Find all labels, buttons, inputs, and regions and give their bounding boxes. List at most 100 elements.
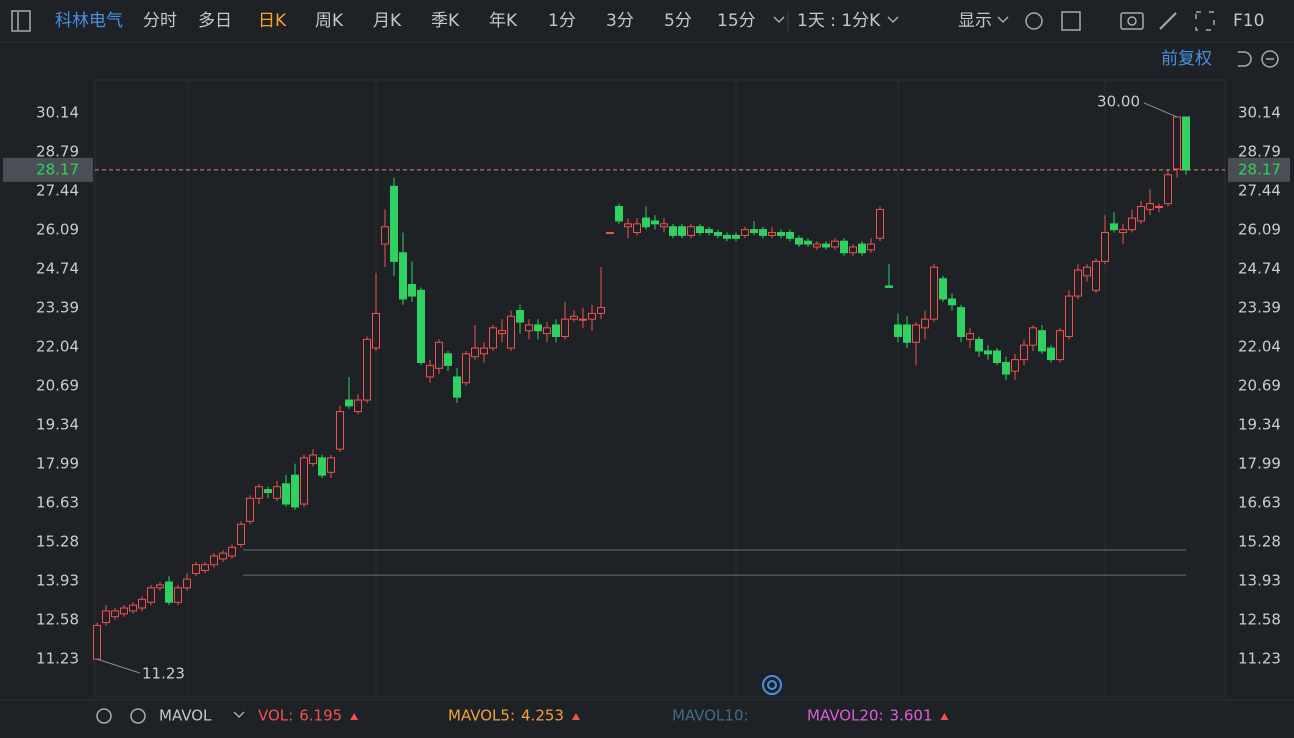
y-tick-label: 26.09 — [36, 220, 79, 238]
candle-body — [534, 324, 542, 332]
candle-body — [1173, 116, 1181, 170]
display-caret — [997, 16, 1009, 24]
candle-body — [723, 234, 731, 239]
period-tab[interactable]: 3分 — [606, 11, 634, 31]
pen-icon[interactable] — [1159, 12, 1177, 30]
candle-body — [624, 223, 632, 228]
period-tab[interactable]: 周K — [315, 11, 344, 31]
candle-body — [381, 226, 389, 245]
candle-body — [759, 229, 767, 236]
candle-body — [210, 555, 218, 566]
adjust-mode[interactable]: 前复权 — [1161, 49, 1212, 69]
period-more — [773, 16, 785, 24]
candle-body — [705, 229, 713, 234]
period-tab[interactable]: 分时 — [143, 11, 177, 31]
last-price-tag — [1228, 157, 1290, 182]
period-tab[interactable]: 15分 — [717, 11, 756, 31]
indicator-value: 6.195 — [299, 707, 342, 725]
candle-body — [1056, 330, 1064, 361]
candle-body — [777, 232, 785, 236]
stock-name[interactable]: 科林电气 — [55, 11, 123, 31]
candle-body — [336, 411, 344, 450]
indicator-name[interactable]: MAVOL — [159, 707, 212, 725]
candle-body — [507, 315, 515, 349]
y-tick-label-right: 22.04 — [1238, 337, 1281, 355]
candle-body — [633, 223, 641, 234]
y-tick-label-right: 23.39 — [1238, 298, 1281, 316]
candle-body — [543, 327, 551, 335]
candle-body — [246, 497, 254, 522]
y-tick-label-right: 24.74 — [1238, 259, 1281, 277]
display-menu[interactable]: 显示 — [958, 11, 992, 31]
candle-body — [1092, 260, 1100, 291]
candle-body — [147, 587, 155, 603]
candle-body — [1146, 203, 1154, 210]
plot-area — [93, 79, 1226, 698]
candle-body — [300, 457, 308, 505]
low-pointer — [96, 658, 141, 674]
indicator-label: MAVOL20: — [807, 707, 884, 725]
indicator-arrow — [571, 713, 580, 720]
locate-icon[interactable] — [762, 675, 782, 695]
period-tab[interactable]: 月K — [373, 11, 402, 31]
candle-body — [561, 318, 569, 338]
candle-body — [1182, 116, 1190, 171]
indicator-dropdown[interactable] — [233, 711, 245, 719]
candle-body — [1020, 344, 1028, 361]
fullscreen-icon[interactable] — [1195, 11, 1215, 31]
zoom-out-icon[interactable] — [1261, 50, 1279, 68]
sidebar-toggle[interactable] — [11, 10, 31, 32]
undo-icon[interactable] — [1238, 51, 1252, 67]
candle-body — [309, 454, 317, 465]
interval-caret — [887, 16, 899, 24]
candle-body — [219, 552, 227, 560]
indicator-settings[interactable] — [96, 708, 112, 724]
candle-body — [732, 234, 740, 239]
period-tab[interactable]: 1分 — [548, 11, 576, 31]
candle-body — [201, 564, 209, 571]
candle-body — [741, 229, 749, 236]
settings-icon[interactable] — [1025, 12, 1043, 30]
camera-icon[interactable] — [1120, 12, 1144, 30]
period-tab[interactable]: 年K — [489, 11, 518, 31]
low-label: 11.23 — [142, 665, 185, 683]
period-tab[interactable]: 多日 — [198, 11, 232, 31]
interval-select[interactable]: 1天 : 1分K — [797, 11, 881, 31]
y-tick-label: 11.23 — [36, 650, 79, 668]
y-tick-label-right: 16.63 — [1238, 494, 1281, 512]
candle-body — [615, 206, 623, 222]
period-tab[interactable]: 季K — [431, 11, 460, 31]
y-tick-label: 22.04 — [36, 337, 79, 355]
period-tab[interactable]: 5分 — [664, 11, 692, 31]
candle-body — [831, 240, 839, 248]
candle-body — [786, 232, 794, 239]
candle-body — [156, 584, 164, 589]
candle-body — [588, 312, 596, 320]
y-tick-label: 30.14 — [36, 103, 79, 121]
indicator-close[interactable] — [130, 708, 146, 724]
candle-body — [714, 232, 722, 236]
candle-body — [291, 474, 299, 508]
period-tab[interactable]: 日K — [258, 11, 287, 31]
candle-body — [750, 229, 758, 234]
y-tick-label-right: 13.93 — [1238, 572, 1281, 590]
candle-body — [984, 350, 992, 355]
y-tick-label-right: 26.09 — [1238, 220, 1281, 238]
f10-button[interactable]: F10 — [1233, 11, 1264, 31]
candle-body — [183, 578, 191, 589]
candle-body — [813, 243, 821, 248]
candle-body — [327, 457, 335, 473]
camera-lens — [1127, 16, 1137, 26]
candle-body — [894, 324, 902, 338]
checkbox-icon[interactable] — [1061, 11, 1081, 31]
last-price-label-right: 28.17 — [1238, 160, 1281, 178]
candle-body — [471, 347, 479, 358]
last-price-tag — [3, 157, 93, 182]
candle-body — [1065, 295, 1073, 338]
candle-body — [669, 226, 677, 236]
candle-body — [552, 324, 560, 338]
candle-body — [822, 243, 830, 248]
candle-body — [192, 564, 200, 574]
candle-body — [435, 341, 443, 369]
